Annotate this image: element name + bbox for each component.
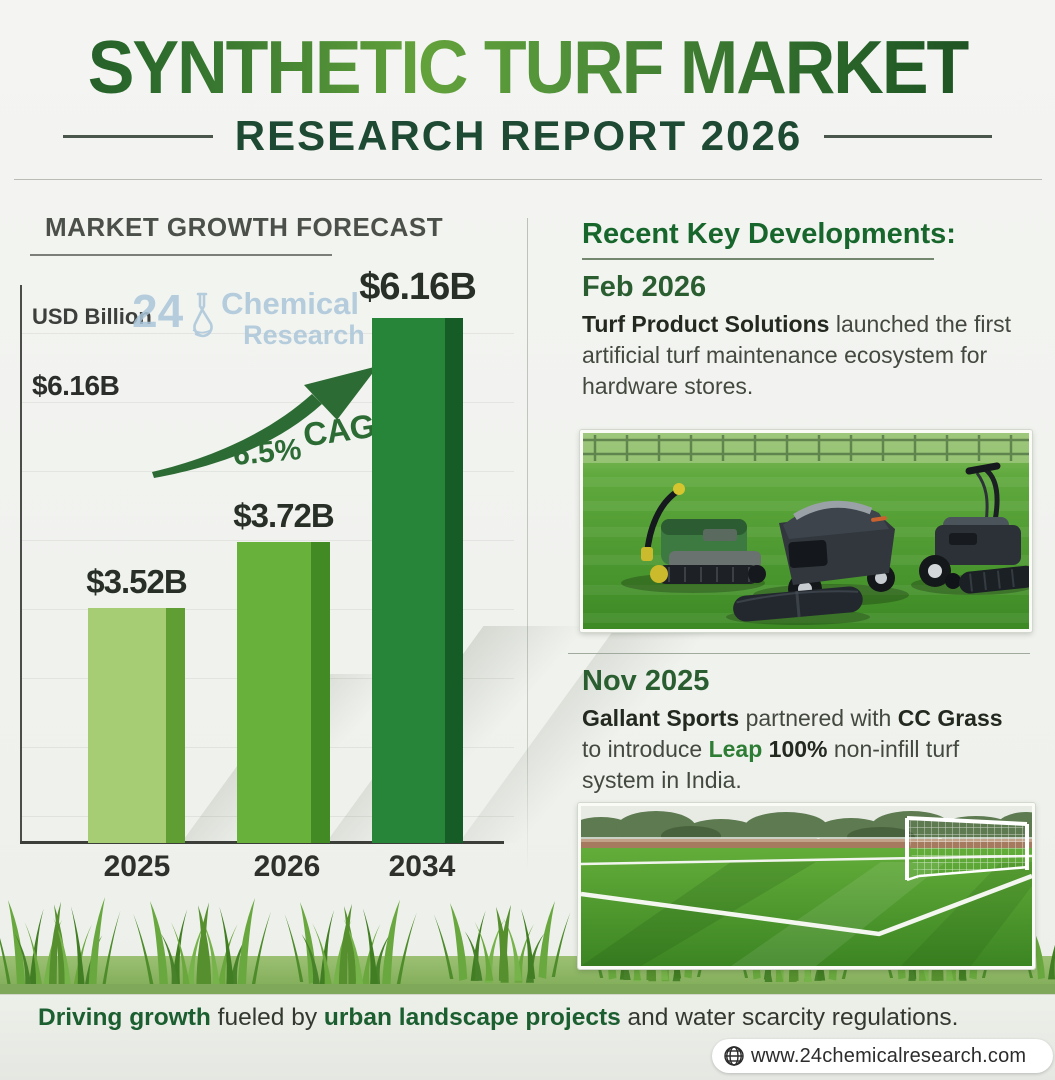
x-axis-label-2034: 2034: [388, 850, 456, 883]
turf-maintenance-equipment-photo: [580, 430, 1032, 633]
background-hedge: [583, 433, 1029, 464]
bar-2034: $6.16B: [359, 266, 477, 843]
development-date-feb-2026: Feb 2026: [582, 271, 707, 303]
watermark-line1: Chemical: [221, 286, 360, 321]
tagline: Driving growth fueled by urban landscape…: [38, 1004, 959, 1031]
development-text-feb-2026: Turf Product Solutions launched the firs…: [582, 311, 1012, 399]
bar-value-label: $6.16B: [359, 266, 477, 308]
bar-value-label: $3.72B: [233, 497, 334, 534]
gridline: [20, 540, 514, 541]
developments-heading: Recent Key Developments:: [582, 218, 956, 250]
page-subtitle: RESEARCH REPORT 2026: [234, 112, 803, 159]
website-link[interactable]: www.24chemicalresearch.com: [712, 1039, 1053, 1073]
artificial-turf-football-field-photo: [578, 802, 1035, 969]
bar-value-label: $3.52B: [86, 563, 187, 600]
page-title: SYNTHETIC TURF MARKET: [0, 24, 1055, 110]
football-field-scene: [581, 805, 1032, 966]
market-growth-bar-chart: USD Billion $6.16B 24 Chemical Research …: [20, 260, 517, 895]
gridline: [20, 333, 514, 334]
bar-2025: $3.52B: [86, 563, 188, 843]
bar-2026: $3.72B: [233, 497, 335, 843]
growth-arrow-icon: [152, 366, 378, 478]
subtitle-left-rule: [62, 134, 213, 138]
chart-title: MARKET GROWTH FORECAST: [45, 212, 444, 242]
development-date-nov-2025: Nov 2025: [582, 665, 710, 698]
bar-side-shade: [444, 318, 463, 843]
bar-side-shade: [311, 542, 330, 843]
developments-section: Recent Key Developments: Feb 2026 Turf P…: [560, 200, 1038, 969]
equipment-scene: [583, 433, 1029, 630]
chart-title-underline: [30, 254, 332, 256]
bar-face: [88, 608, 166, 843]
bar-face: [237, 542, 312, 843]
pitch-boundary-lines: [581, 873, 1032, 937]
header-divider: [14, 179, 1042, 180]
gridline: [20, 471, 514, 472]
developments-heading-underline: [582, 258, 934, 260]
running-track: [581, 838, 1032, 850]
x-axis-label-2025: 2025: [103, 850, 171, 883]
developments-item-divider: [568, 653, 1030, 655]
x-axis-label-2026: 2026: [253, 850, 321, 883]
turf-sweeper-green: [641, 483, 766, 585]
watermark: 24 Chemical Research: [132, 288, 365, 349]
y-axis-unit-label: USD Billion: [32, 304, 152, 329]
column-divider: [527, 218, 528, 873]
bar-side-shade: [165, 608, 185, 843]
turf-roller-bag: [733, 586, 863, 622]
fence: [583, 435, 1029, 462]
watermark-number: 24: [132, 285, 184, 337]
y-axis-tick-label: $6.16B: [32, 370, 120, 401]
goal: [905, 815, 1030, 882]
footer-band: Driving growth fueled by urban landscape…: [0, 994, 1055, 1080]
website-url: www.24chemicalresearch.com: [751, 1044, 1027, 1067]
cagr-value: 6.5%: [231, 433, 303, 472]
subtitle-row: RESEARCH REPORT 2026: [0, 112, 1055, 160]
globe-icon: [724, 1046, 744, 1066]
push-brush-sweeper: [919, 462, 1029, 595]
header: SYNTHETIC TURF MARKET RESEARCH REPORT 20…: [0, 0, 1055, 160]
flask-icon: [192, 292, 213, 338]
gridline: [20, 402, 514, 403]
watermark-line2: Research: [243, 320, 365, 350]
y-axis-line: [20, 285, 22, 843]
development-text-nov-2025: Gallant Sports partnered with CC Grass t…: [582, 705, 1003, 794]
bar-face: [372, 318, 445, 843]
subtitle-right-rule: [824, 134, 993, 138]
